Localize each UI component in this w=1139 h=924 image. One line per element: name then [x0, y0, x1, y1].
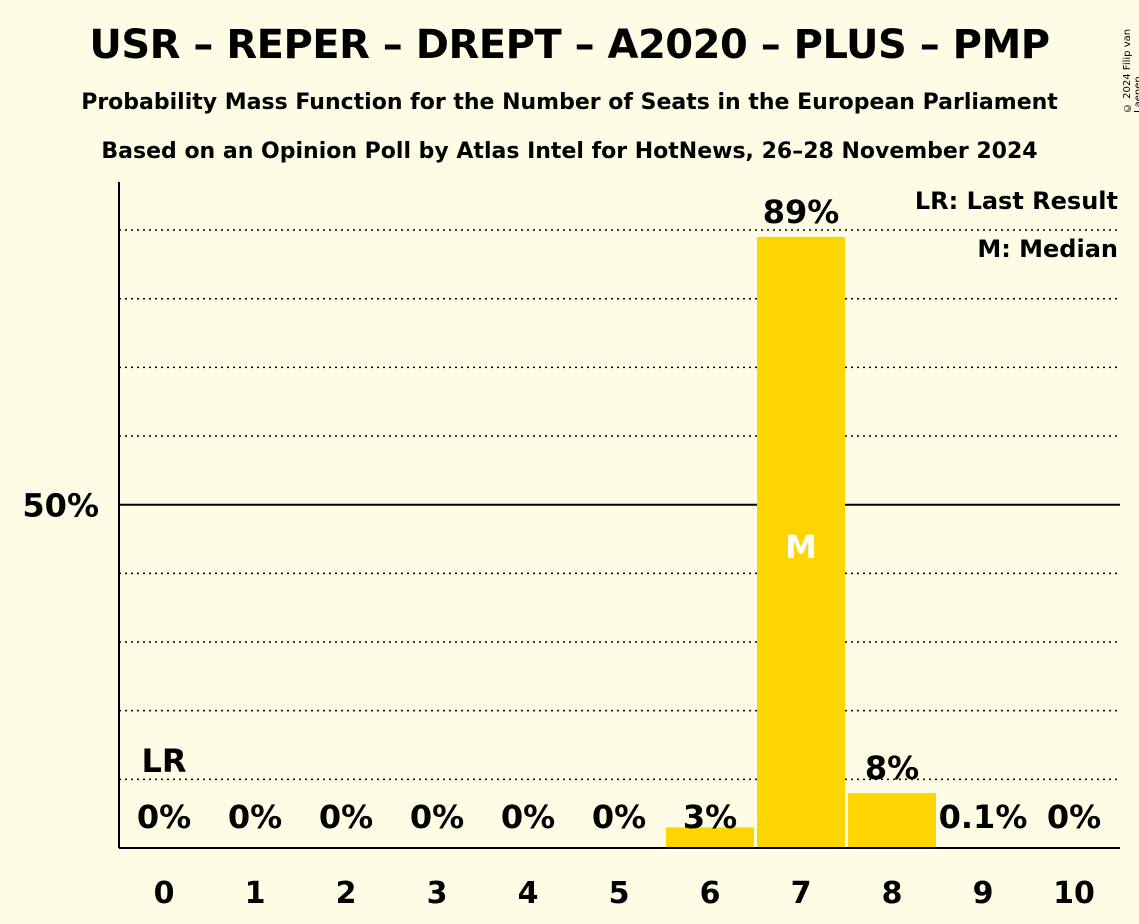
x-tick-label: 3: [427, 876, 448, 911]
legend-last-result: LR: Last Result: [915, 187, 1118, 215]
median-marker: M: [785, 528, 817, 566]
value-label: 0%: [410, 798, 464, 836]
chart-subtitle: Probability Mass Function for the Number…: [81, 90, 1058, 115]
chart-title: USR – REPER – DREPT – A2020 – PLUS – PMP: [89, 22, 1050, 68]
value-label: 3%: [683, 798, 737, 836]
bars-group: [666, 236, 1027, 848]
bar-seats-7: [757, 236, 845, 848]
value-label: 0%: [228, 798, 282, 836]
bar-seats-8: [848, 793, 936, 848]
bar-seats-6: [666, 827, 754, 848]
x-tick-label: 6: [700, 876, 721, 911]
grid-lines: [119, 229, 1120, 781]
x-tick-label: 2: [336, 876, 357, 911]
x-tick-label: 1: [245, 876, 266, 911]
x-tick-label: 5: [609, 876, 630, 911]
value-label: 0%: [319, 798, 373, 836]
labels-group: 50%00%10%20%30%40%50%63%789%88%90.1%100%…: [22, 193, 1101, 911]
value-label: 0%: [1047, 798, 1101, 836]
value-label: 0%: [592, 798, 646, 836]
last-result-marker: LR: [141, 742, 186, 780]
y-tick-label: 50%: [22, 487, 99, 525]
value-label: 89%: [763, 193, 840, 231]
x-tick-label: 0: [154, 876, 175, 911]
x-tick-label: 10: [1053, 876, 1095, 911]
value-label: 8%: [865, 749, 919, 787]
value-label: 0%: [137, 798, 191, 836]
value-label: 0.1%: [939, 798, 1028, 836]
legend-median: M: Median: [977, 235, 1118, 263]
value-label: 0%: [501, 798, 555, 836]
chart-source: Based on an Opinion Poll by Atlas Intel …: [101, 139, 1038, 164]
x-tick-label: 4: [518, 876, 539, 911]
x-tick-label: 7: [791, 876, 812, 911]
x-tick-label: 8: [882, 876, 903, 911]
x-tick-label: 9: [973, 876, 994, 911]
